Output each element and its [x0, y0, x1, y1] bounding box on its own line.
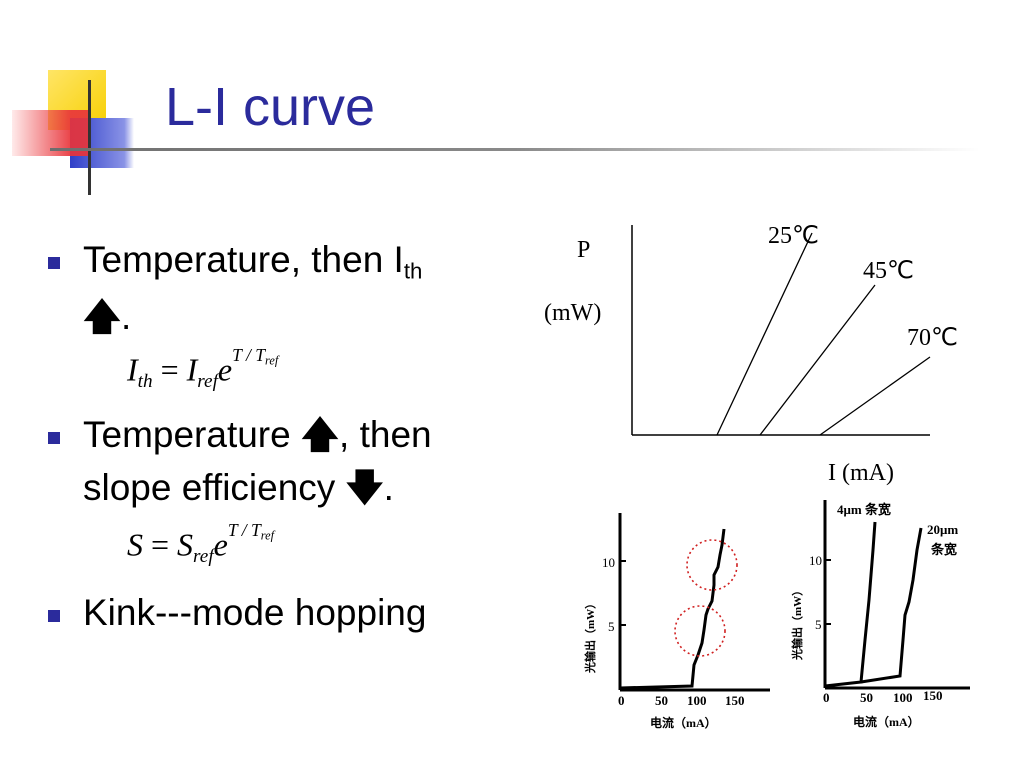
curve-45c — [759, 284, 876, 436]
bullet-2-text-after: , then — [339, 414, 432, 455]
formula-s-base: e — [213, 526, 228, 563]
decor-vertical-line — [88, 80, 91, 195]
x-tick-label: 150 — [923, 688, 943, 703]
y-axis-label: 光输出（mW） — [790, 585, 804, 661]
bullet-1-line-2: 🡅. — [83, 292, 131, 342]
bullet-2-period: . — [383, 467, 394, 508]
measured-plot-right: 10 5 4μm 条宽 20μm 条宽 0 50 100 150 电流（mA） … — [790, 500, 970, 729]
formula-s-exponent: T / T — [227, 520, 261, 540]
y-tick-label: 5 — [815, 617, 822, 632]
x-tick-label: 0 — [823, 690, 830, 705]
x-tick-label: 50 — [860, 690, 873, 705]
curve-label-25c: 25℃ — [768, 223, 819, 249]
formula-ith-rhs-sub: ref — [197, 371, 218, 393]
x-tick-label: 50 — [655, 693, 668, 708]
annotation-20um: 20μm — [927, 522, 958, 537]
bullet-2-line-2: slope efficiency 🡇. — [83, 463, 394, 513]
x-tick-label: 150 — [725, 693, 745, 708]
x-axis-label: 电流（mA） — [853, 714, 920, 729]
down-arrow-icon: 🡇 — [345, 467, 384, 508]
formula-s-exponent-sub: ref — [260, 528, 275, 543]
curve-20um — [860, 527, 923, 684]
bullet-3: Kink---mode hopping — [83, 592, 427, 633]
curve-70c — [819, 356, 931, 436]
li-measured-curve — [619, 528, 726, 690]
y-tick-label: 10 — [809, 553, 822, 568]
x-tick-label: 100 — [687, 693, 707, 708]
bullet-1-line-1: Temperature, then Ith — [83, 235, 422, 297]
title-divider — [50, 148, 980, 151]
formula-ith-equals: = — [160, 351, 179, 388]
formula-ith: Ith = IrefeT / Tref — [127, 345, 278, 393]
x-axis-label: I (mA) — [828, 460, 894, 486]
y-axis-label: P — [577, 237, 590, 263]
formula-ith-exponent-sub: ref — [265, 353, 279, 368]
formula-s-rhs-sub: ref — [193, 546, 214, 568]
curve-label-70c: 70℃ — [907, 325, 958, 351]
bullet-2-line-1: Temperature 🡅, then — [83, 410, 432, 460]
formula-ith-exponent: T / T — [232, 345, 266, 365]
y-tick-label: 5 — [608, 619, 615, 634]
bullet-1-subscript: th — [403, 258, 423, 284]
formula-ith-rhs: I — [186, 351, 198, 388]
y-axis-label: 光输出（mW） — [583, 598, 597, 674]
kink-circle-upper — [686, 539, 738, 591]
y-axis-unit: (mW) — [544, 300, 601, 326]
up-arrow-icon: 🡅 — [83, 296, 122, 337]
formula-s: S = SrefeT / Tref — [127, 520, 274, 568]
up-arrow-icon: 🡅 — [301, 414, 340, 455]
x-axis-label: 电流（mA） — [650, 715, 717, 730]
curve-4um — [824, 521, 877, 688]
slide-title: L-I curve — [165, 77, 376, 137]
y-tick-label: 10 — [602, 555, 615, 570]
formula-s-rhs: S — [177, 526, 194, 563]
bullet-2-text: Temperature — [83, 414, 301, 455]
bullet-1-text: Temperature, then I — [83, 239, 404, 280]
x-tick-label: 100 — [893, 690, 913, 705]
formula-ith-lhs: I — [127, 351, 138, 388]
bullet-marker — [48, 432, 60, 444]
bullet-marker — [48, 257, 60, 269]
bullet-1-period: . — [121, 296, 132, 337]
x-tick-label: 0 — [618, 693, 625, 708]
annotation-4um: 4μm 条宽 — [837, 502, 891, 517]
measured-plot-left: 10 5 0 50 100 150 电流（mA） 光输出（mW） — [583, 513, 770, 730]
bullet-marker — [48, 610, 60, 622]
formula-ith-lhs-sub: th — [137, 371, 153, 393]
kink-circle-lower — [674, 605, 726, 657]
curve-label-45c: 45℃ — [863, 258, 914, 284]
curve-25c — [716, 232, 813, 436]
li-schematic-diagram: P (mW) I (mA) 25℃ 45℃ 70℃ — [544, 223, 958, 486]
bullet-2-line-2-text: slope efficiency — [83, 467, 346, 508]
formula-s-equals: = — [151, 526, 170, 563]
annotation-20um-width: 条宽 — [931, 542, 957, 557]
formula-s-lhs: S — [127, 526, 143, 563]
formula-ith-base: e — [217, 351, 233, 388]
